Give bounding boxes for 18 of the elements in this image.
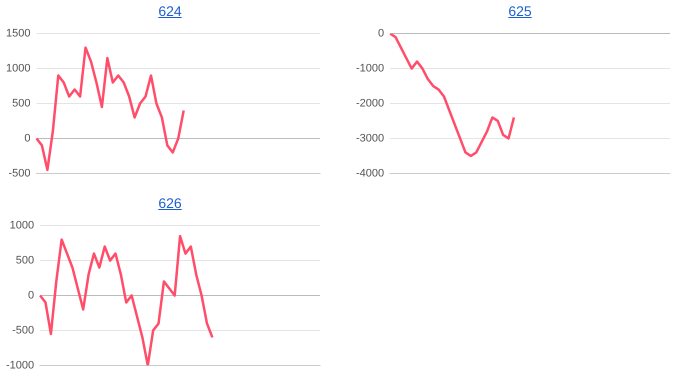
y-tick-label: -4000 bbox=[356, 167, 384, 180]
y-tick-label: 0 bbox=[28, 290, 34, 302]
y-tick-label: -500 bbox=[8, 167, 30, 180]
y-tick-label: -1000 bbox=[6, 359, 34, 372]
y-tick-label: -3000 bbox=[356, 132, 384, 144]
chart-title: 626 bbox=[157, 194, 183, 213]
y-tick-label: 1500 bbox=[6, 28, 30, 40]
y-tick-label: 0 bbox=[24, 132, 30, 144]
y-tick-label: 0 bbox=[378, 28, 384, 40]
y-tick-label: -1000 bbox=[356, 62, 384, 75]
y-tick-label: -500 bbox=[12, 324, 34, 336]
y-tick-label: 500 bbox=[16, 254, 34, 267]
chart-title: 624 bbox=[157, 2, 183, 21]
y-tick-label: 1000 bbox=[10, 220, 34, 232]
chart-title: 625 bbox=[507, 2, 533, 21]
y-tick-label: -2000 bbox=[356, 98, 384, 110]
y-tick-label: 500 bbox=[12, 98, 30, 110]
y-tick-label: 1000 bbox=[6, 62, 30, 75]
